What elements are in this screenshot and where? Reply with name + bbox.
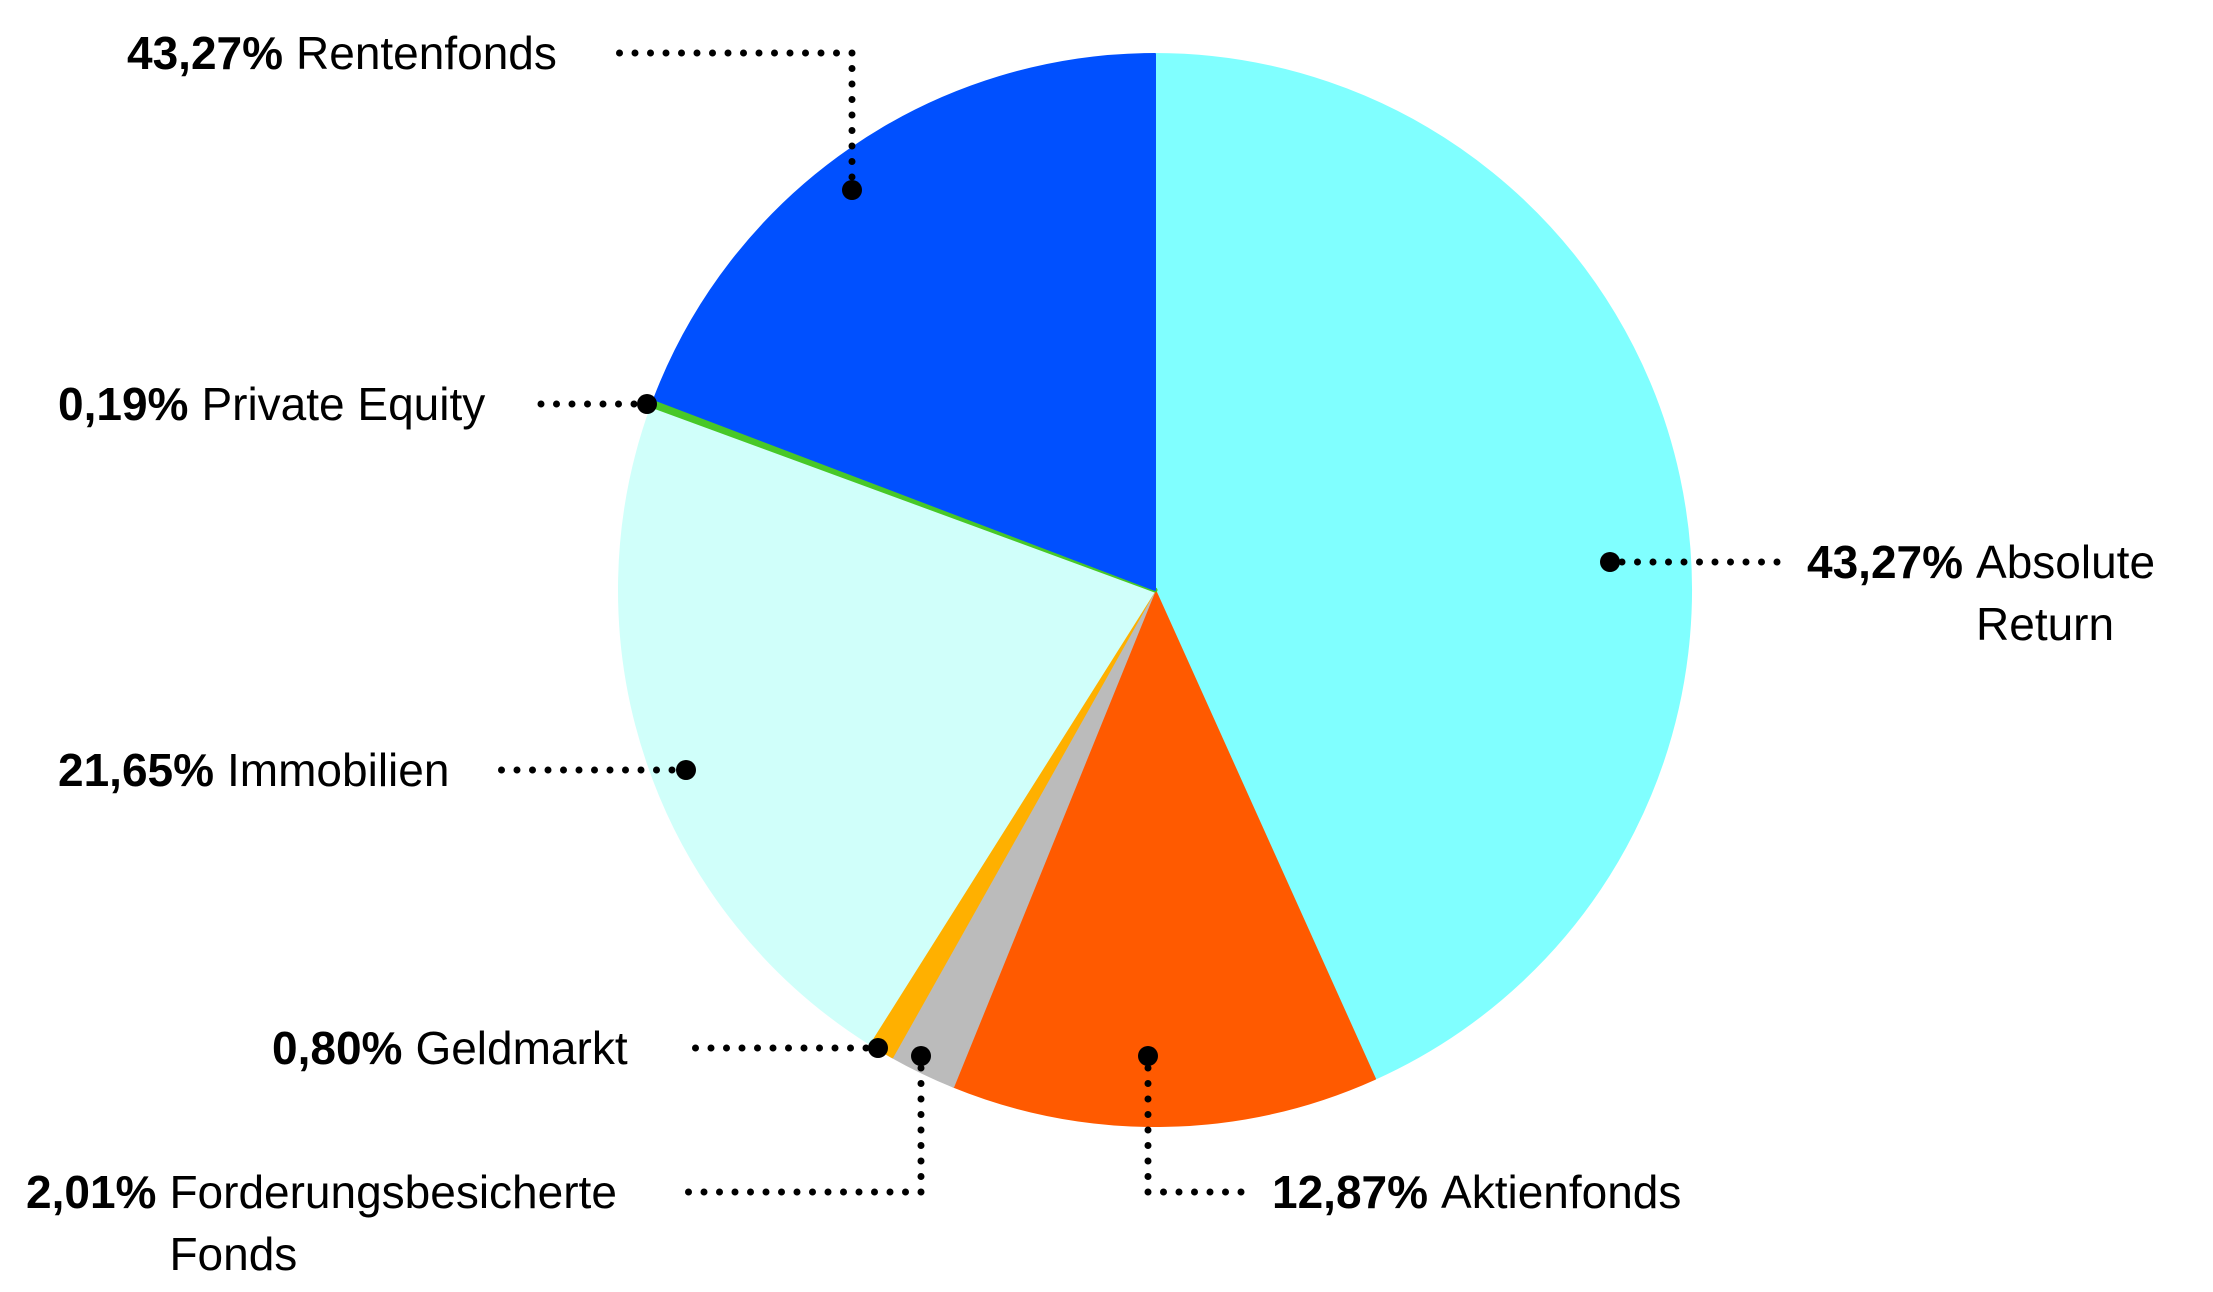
name-private-equity: Private Equity (201, 378, 486, 430)
label-absolute-return: 43,27% Absolute Return (1807, 531, 2181, 655)
callout-dot-forderungsbesicherte (911, 1046, 931, 1066)
percent-rentenfonds: 43,27% (127, 27, 284, 79)
label-rentenfonds: 43,27% Rentenfonds (127, 22, 557, 84)
callout-leader-rentenfonds (614, 49, 856, 181)
name-absolute-return: Absolute Return (1976, 536, 2156, 650)
percent-absolute-return: 43,27% (1807, 536, 1964, 588)
callout-dot-aktienfonds (1138, 1046, 1158, 1066)
name-rentenfonds: Rentenfonds (296, 27, 557, 79)
name-immobilien: Immobilien (227, 744, 450, 796)
percent-aktienfonds: 12,87% (1272, 1166, 1429, 1218)
label-immobilien: 21,65% Immobilien (58, 739, 449, 801)
callout-dot-geldmarkt (868, 1038, 888, 1058)
callout-dot-rentenfonds (842, 180, 862, 200)
percent-geldmarkt: 0,80% (272, 1022, 403, 1074)
label-aktienfonds: 12,87% Aktienfonds (1272, 1161, 1681, 1223)
percent-private-equity: 0,19% (58, 378, 189, 430)
name-forderungsbesicherte-fonds: Forderungsbesicherte Fonds (169, 1166, 617, 1280)
label-forderungsbesicherte-fonds: 2,01% Forderungsbesicherte Fonds (26, 1161, 659, 1285)
callout-dot-immobilien (676, 760, 696, 780)
name-geldmarkt: Geldmarkt (415, 1022, 628, 1074)
label-private-equity: 0,19% Private Equity (58, 373, 485, 435)
callout-leader-forderungsbesicherte (684, 1064, 925, 1196)
callout-leader-aktienfonds (1144, 1064, 1260, 1196)
name-aktienfonds: Aktienfonds (1441, 1166, 1682, 1218)
percent-forderungsbesicherte-fonds: 2,01% (26, 1166, 157, 1218)
percent-immobilien: 21,65% (58, 744, 215, 796)
pie-slice-aktienfonds (952, 589, 1376, 1128)
callout-dot-absolute-return (1600, 552, 1620, 572)
label-geldmarkt: 0,80% Geldmarkt (272, 1017, 628, 1079)
pie-slice-absolute-return (1154, 53, 1693, 1080)
pie-slice-immobilien (618, 404, 1156, 1045)
callout-dot-private-equity (637, 394, 657, 414)
